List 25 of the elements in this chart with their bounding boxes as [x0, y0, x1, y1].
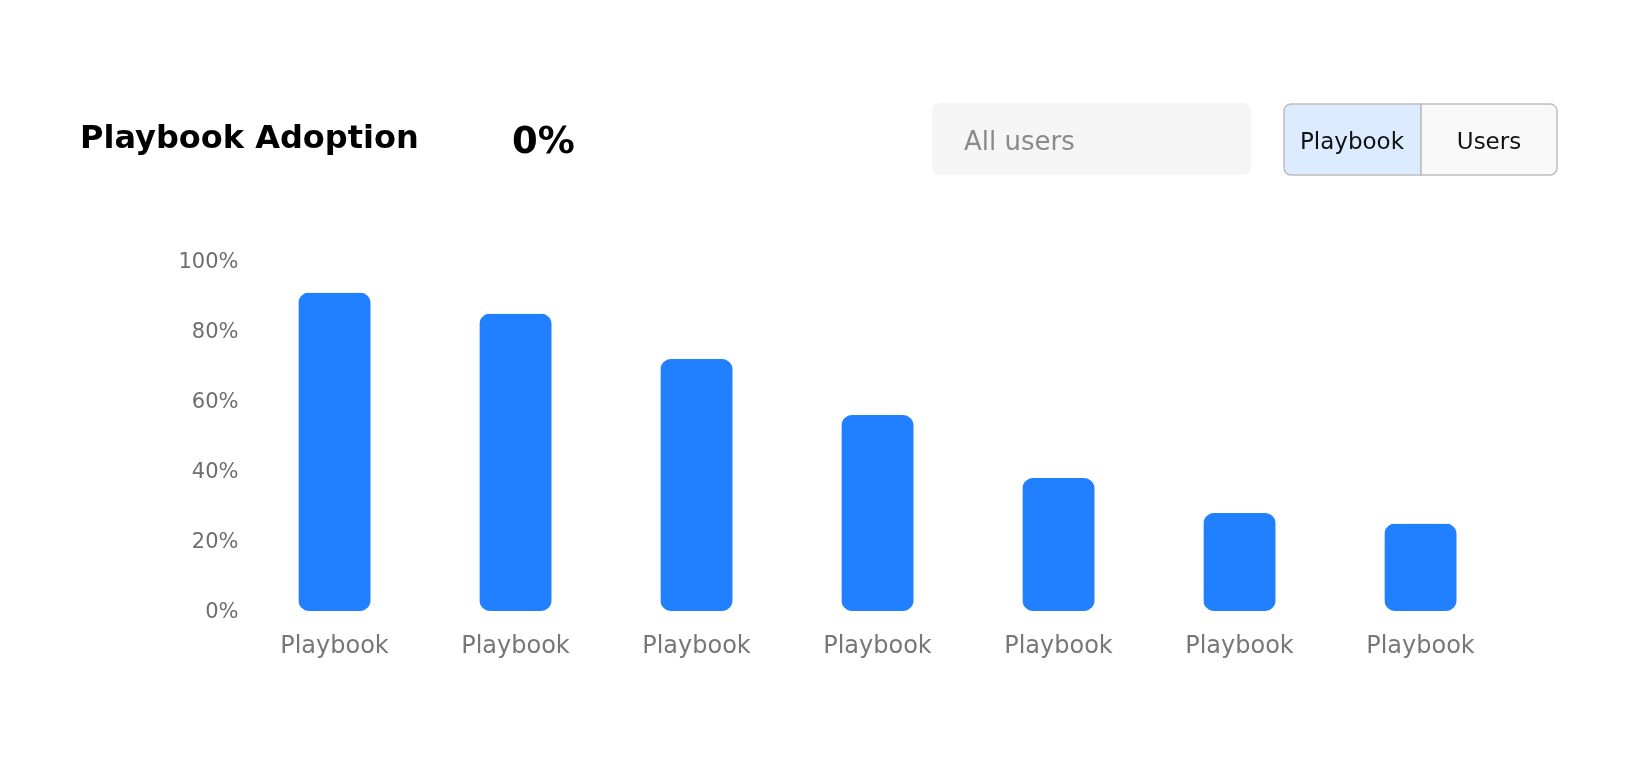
y-tick-label: 60% — [191, 388, 239, 413]
y-tick-label: 40% — [191, 458, 239, 483]
y-tick-label: 0% — [205, 598, 239, 623]
text: Playbook — [1299, 128, 1405, 154]
chart-title: Playbook Adoption — [80, 118, 419, 156]
x-tick-label: Playbook — [642, 630, 751, 659]
x-tick-label: Playbook — [823, 630, 932, 659]
x-tick-label: Playbook — [280, 630, 389, 659]
bar — [1203, 513, 1276, 611]
x-tick-label: Playbook — [461, 630, 570, 659]
y-tick-label: 80% — [191, 318, 239, 343]
bar — [479, 313, 552, 611]
bar — [841, 415, 914, 611]
y-tick-label: 100% — [178, 248, 239, 273]
bar — [660, 359, 733, 611]
x-tick-label: Playbook — [1004, 630, 1113, 659]
text: All users — [964, 126, 1075, 156]
text: Users — [1456, 128, 1522, 154]
text: 0% — [512, 119, 575, 162]
bar — [1384, 523, 1457, 611]
bar — [298, 292, 371, 611]
y-tick-label: 20% — [191, 528, 239, 553]
x-tick-label: Playbook — [1185, 630, 1294, 659]
x-tick-label: Playbook — [1366, 630, 1475, 659]
bar — [1022, 478, 1095, 611]
